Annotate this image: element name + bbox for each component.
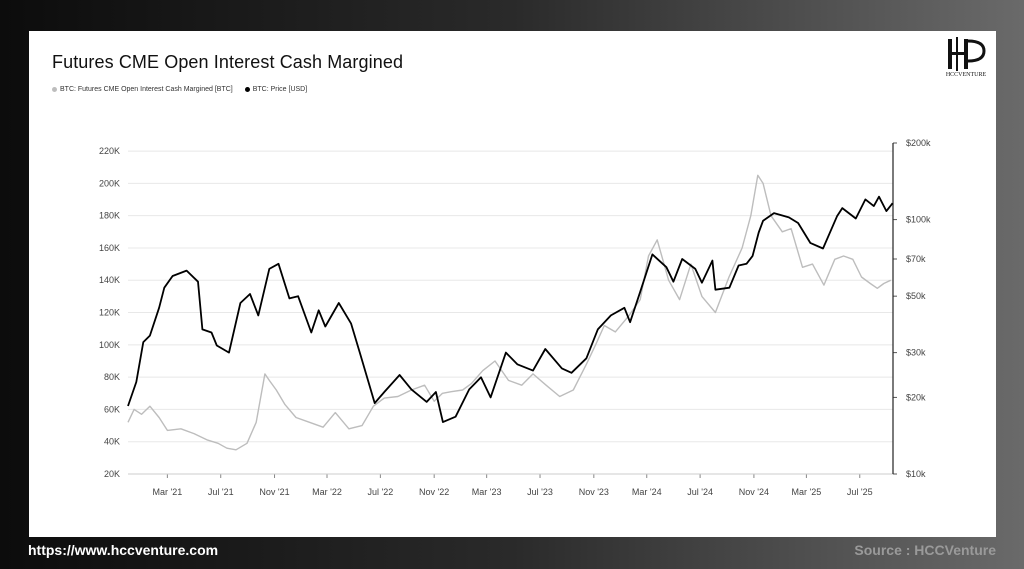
y-left-tick-80K: 80K: [104, 372, 120, 382]
x-tick-12: Mar '25: [792, 487, 822, 497]
series-price-line: [127, 195, 894, 423]
y-left-tick-120K: 120K: [99, 308, 120, 318]
axes: [128, 142, 897, 478]
chart-title: Futures CME Open Interest Cash Margined: [52, 52, 404, 72]
legend-label-oi: BTC: Futures CME Open Interest Cash Marg…: [60, 86, 233, 93]
y-left-tick-60K: 60K: [104, 404, 120, 414]
x-tick-3: Mar '22: [312, 487, 342, 497]
y-right-tick-3: $50k: [906, 291, 926, 301]
y-right-tick-5: $100k: [906, 215, 931, 225]
y-right-tick-2: $30k: [906, 348, 926, 358]
y-right-tick-0: $10k: [906, 469, 926, 479]
logo-text: HCCVENTURE: [945, 72, 987, 78]
footer-url[interactable]: https://www.hccventure.com: [28, 542, 219, 558]
x-tick-2: Nov '21: [259, 487, 289, 497]
footer-source: Source : HCCVenture: [854, 542, 996, 558]
y-left-tick-140K: 140K: [99, 275, 120, 285]
x-tick-4: Jul '22: [368, 487, 394, 497]
series-oi-line: [127, 174, 892, 451]
x-tick-13: Jul '25: [847, 487, 873, 497]
chart-card: [29, 31, 996, 537]
x-tick-9: Mar '24: [632, 487, 662, 497]
legend-dot-oi: [52, 87, 57, 92]
x-tick-11: Nov '24: [739, 487, 769, 497]
x-tick-1: Jul '21: [208, 487, 234, 497]
series-group: [127, 174, 894, 451]
y-left-tick-200K: 200K: [99, 178, 120, 188]
y-left-tick-100K: 100K: [99, 340, 120, 350]
y-left-tick-160K: 160K: [99, 243, 120, 253]
grid: [128, 150, 893, 475]
legend-dot-price: [244, 87, 250, 92]
y-left-tick-180K: 180K: [99, 211, 120, 221]
x-tick-0: Mar '21: [152, 487, 182, 497]
legend-label-price: BTC: Price [USD]: [252, 86, 308, 93]
legend-item-oi[interactable]: BTC: Futures CME Open Interest Cash Marg…: [52, 86, 233, 93]
legend-item-price[interactable]: BTC: Price [USD]: [244, 86, 308, 93]
legend: BTC: Futures CME Open Interest Cash Marg…: [52, 86, 307, 93]
y-right-tick-6: $200k: [906, 138, 931, 148]
y-left-tick-20K: 20K: [104, 469, 120, 479]
x-tick-8: Nov '23: [579, 487, 609, 497]
x-tick-5: Nov '22: [419, 487, 449, 497]
x-tick-6: Mar '23: [472, 487, 502, 497]
hccventure-logo: [948, 37, 986, 71]
y-left-tick-220K: 220K: [99, 146, 120, 156]
ticks: 20K 40K 60K 80K 100K 120K 140K 160K 180K 200K 220K…: [99, 138, 931, 497]
x-tick-7: Jul '23: [527, 487, 553, 497]
y-right-tick-4: $70k: [906, 254, 926, 264]
y-right-tick-1: $20k: [906, 392, 926, 402]
x-tick-10: Jul '24: [687, 487, 713, 497]
y-left-tick-40K: 40K: [104, 437, 120, 447]
